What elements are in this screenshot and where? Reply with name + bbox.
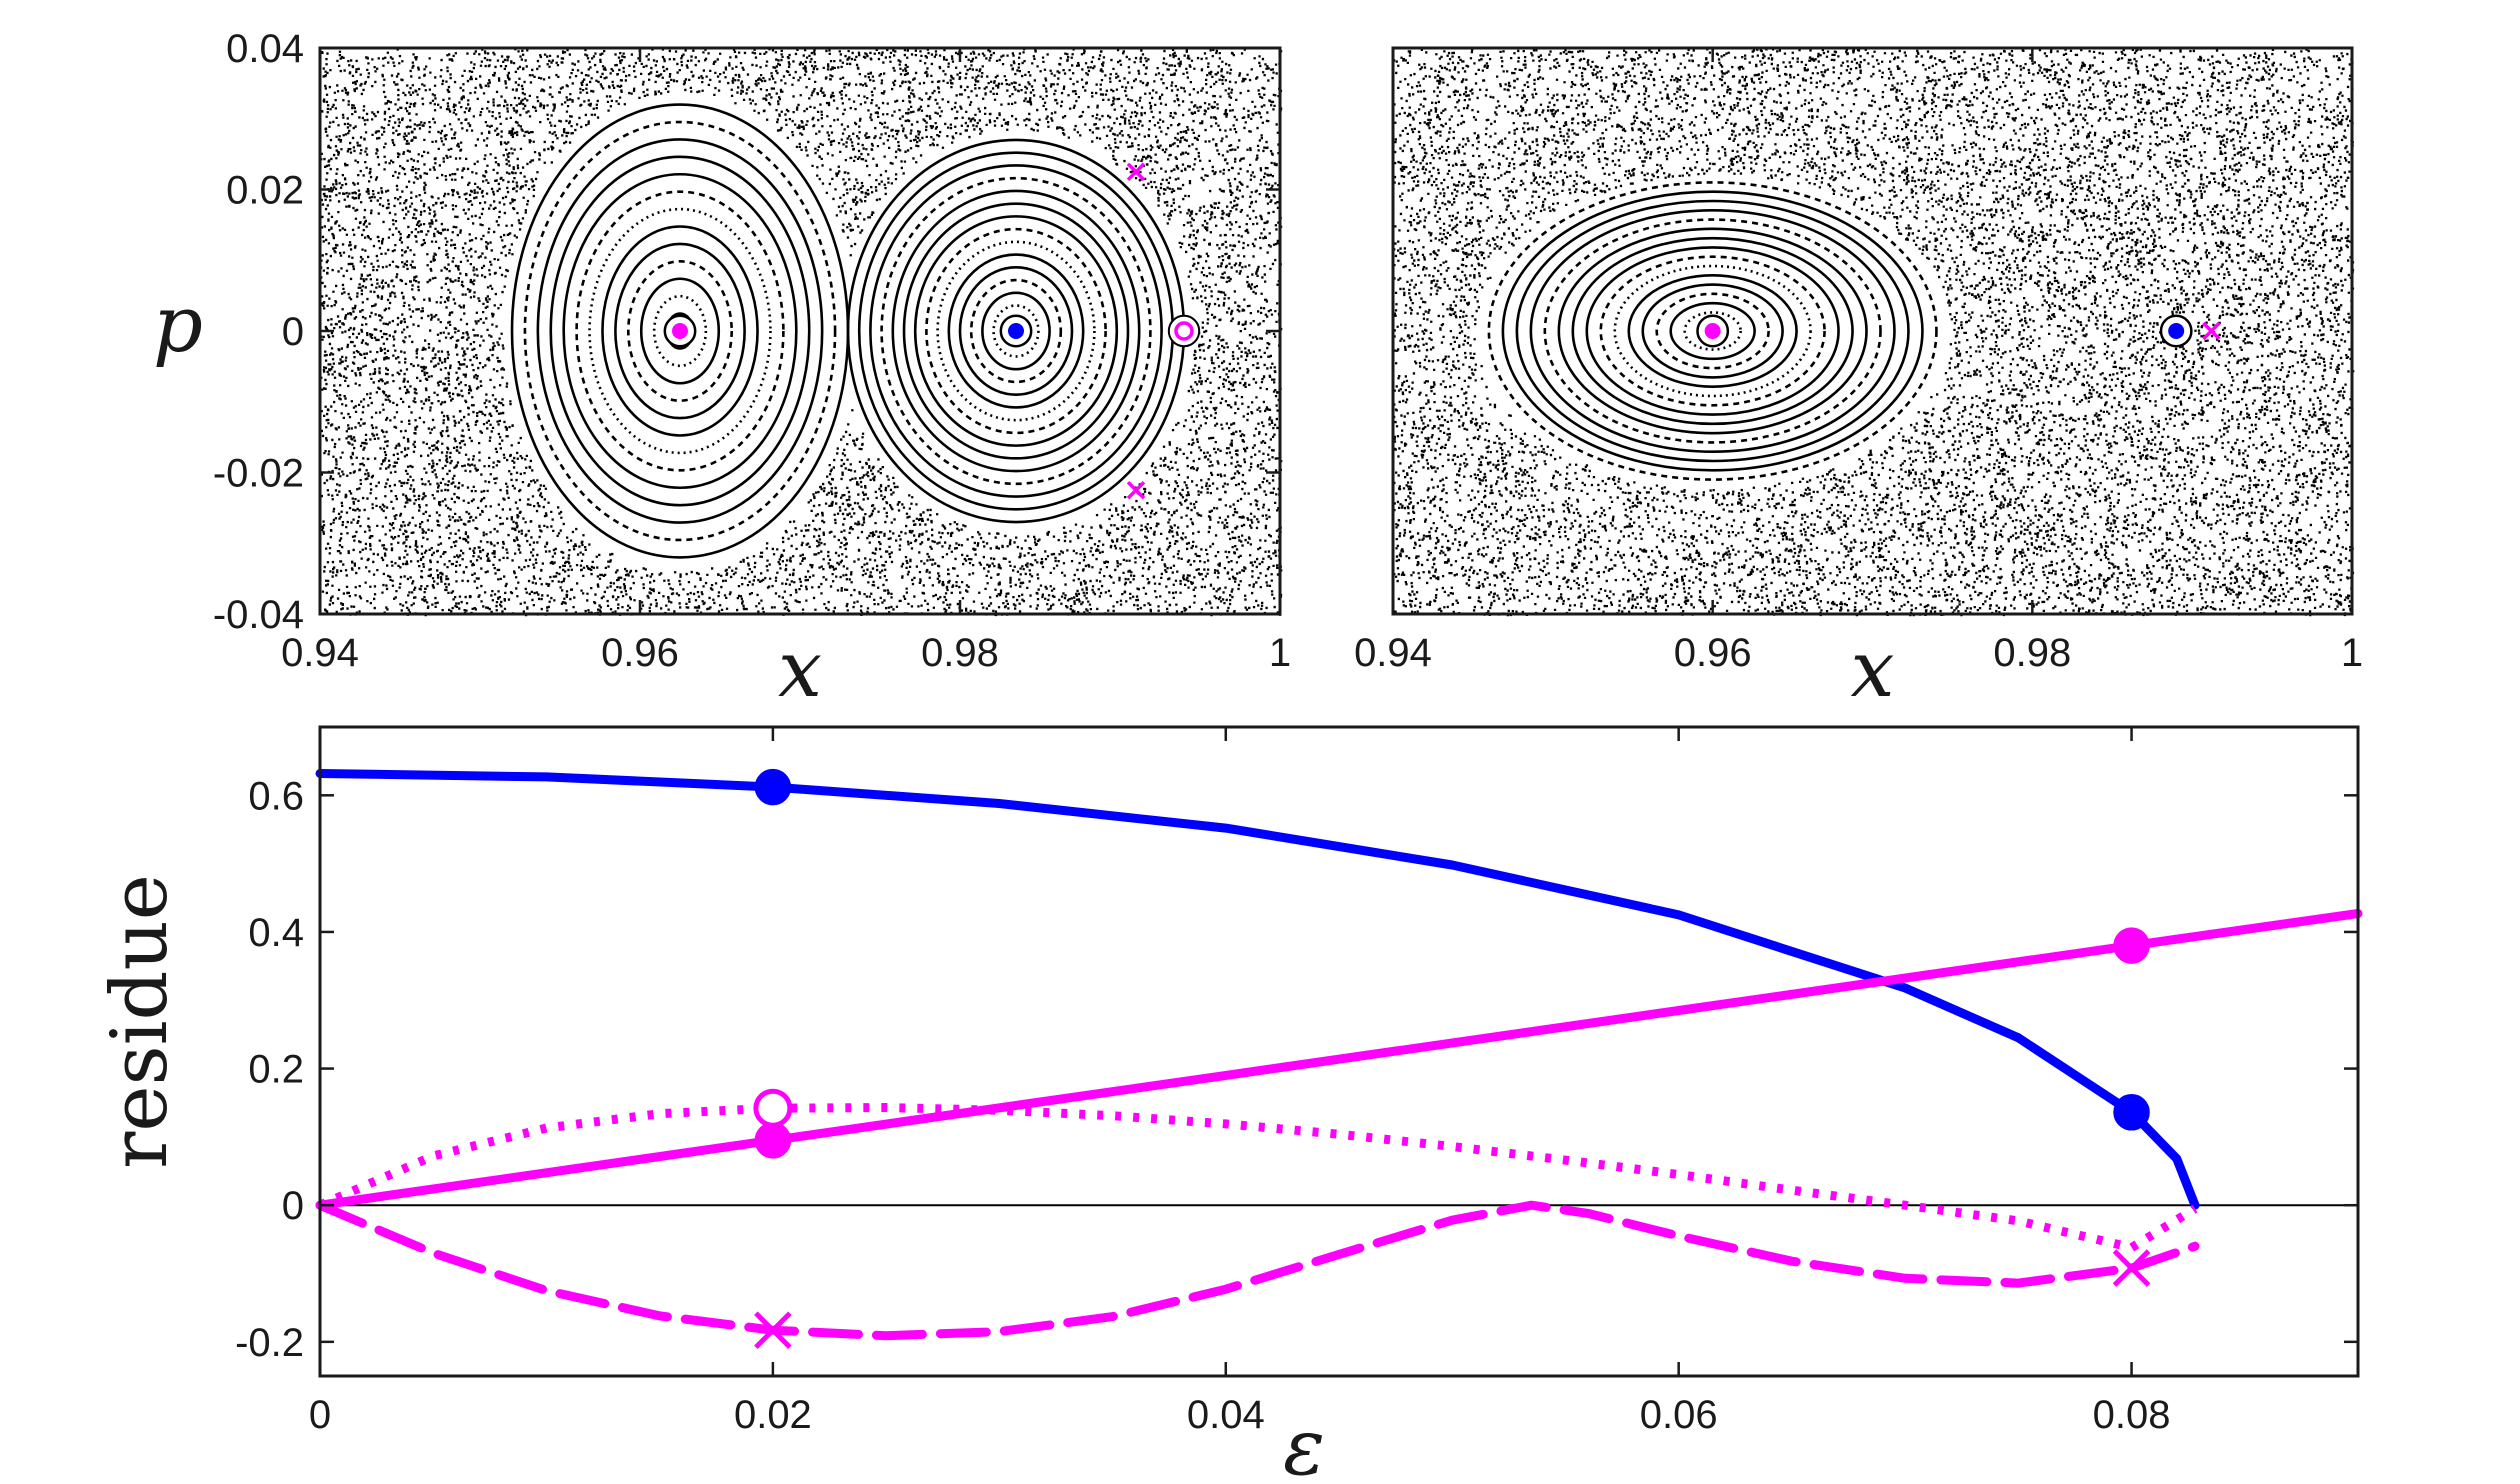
island-orbit [936, 240, 1096, 422]
island-orbit [958, 266, 1074, 396]
island-orbit [1487, 181, 1938, 481]
x-tick-label: 1 [2341, 631, 2363, 675]
x-tick-label: 0 [309, 1393, 331, 1437]
island-orbit [947, 253, 1085, 409]
poincare-panel-right: 0.94 0.96 0.98 1 x [1354, 46, 2363, 715]
island-orbit [1557, 227, 1868, 435]
y-tick-label: -0.02 [213, 452, 304, 496]
magenta-open-circle-marker [753, 1088, 793, 1128]
y-tick-label: 0 [282, 1184, 304, 1228]
island-orbit [1599, 255, 1826, 407]
axes-frame-right [1391, 46, 2354, 616]
fixed-point-markers-left [663, 162, 1201, 500]
island-orbit [652, 294, 708, 368]
island-orbit [639, 277, 721, 385]
island-orbit [869, 164, 1163, 498]
x-tick-label: 0.98 [1993, 631, 2071, 675]
island-curves-left [510, 103, 1186, 559]
x-tick-label: 0.08 [2093, 1393, 2171, 1437]
island-orbit [614, 242, 746, 420]
y-tick-label: 0.02 [226, 169, 304, 213]
blue-filled-dot-marker [754, 768, 792, 806]
island-orbit [562, 172, 798, 490]
x-tick-label: 0.96 [1674, 631, 1752, 675]
island-orbit [1501, 190, 1924, 472]
y-tick-label: 0.04 [226, 27, 304, 71]
x-tick-label: 1 [1269, 631, 1291, 675]
series-magenta-dotted [318, 1103, 2198, 1253]
fixed-point-markers-right [1696, 314, 2221, 348]
magenta-filled-dot-marker [672, 323, 688, 339]
x-tick-label: 0.04 [1187, 1393, 1265, 1437]
island-orbit [891, 189, 1141, 473]
y-tick-label: -0.04 [213, 593, 304, 637]
x-tick-label: 0.06 [1640, 1393, 1718, 1437]
island-orbit [1543, 218, 1882, 444]
residue-markers [753, 768, 2151, 1349]
island-orbit [627, 260, 733, 402]
magenta-filled-dot-marker [2113, 927, 2150, 964]
magenta-x-marker [754, 1311, 792, 1349]
x-tick-label: 0.94 [1354, 631, 1432, 675]
y-tick-label: 0 [282, 310, 304, 354]
y-tick-label: 0.6 [248, 774, 304, 818]
ticks-residue: 0 0.02 0.04 0.06 0.08-0.200.20.40.6 [235, 727, 2358, 1437]
island-orbit [1669, 301, 1756, 361]
island-orbit [1571, 236, 1854, 426]
island-orbit [549, 155, 811, 507]
island-orbit [925, 227, 1107, 435]
island-orbit [913, 215, 1119, 447]
series-magenta-dashed [315, 1200, 2200, 1341]
island-orbit [536, 138, 824, 524]
magenta-filled-dot-marker [754, 1122, 792, 1159]
island-orbit [1641, 283, 1784, 379]
island-orbit [902, 202, 1130, 460]
island-orbit [981, 291, 1051, 371]
y-tick-label: 0.2 [248, 1048, 304, 1092]
island-orbit [1655, 292, 1770, 370]
x-axis-label-right: x [1851, 625, 1895, 715]
x-tick-label: 0.96 [601, 631, 679, 675]
x-tick-label: 0.02 [734, 1393, 812, 1437]
residue-panel: 0 0.02 0.04 0.06 0.08-0.200.20.40.6 ε residu… [95, 725, 2363, 1484]
island-orbit [575, 190, 785, 472]
island-orbit [969, 278, 1063, 384]
x-axis-label-left: x [778, 625, 822, 715]
x-tick-label: 0.94 [281, 631, 359, 675]
island-orbit [1585, 246, 1840, 416]
blue-filled-dot-marker [1008, 323, 1024, 339]
island-orbit [1683, 311, 1742, 351]
island-orbit [880, 176, 1152, 486]
poincare-panel-left: 0.94 0.96 0.98 1 -0.04 -0.02 0 0.02 0.04 x p [153, 27, 1291, 715]
island-orbit [1613, 264, 1812, 398]
magenta-x-marker [1126, 162, 1146, 182]
blue-filled-dot-marker [2168, 323, 2185, 339]
x-tick-label: 0.98 [921, 631, 999, 675]
magenta-x-marker [2112, 1249, 2151, 1287]
ticks-right: 0.94 0.96 0.98 1 [1354, 48, 2363, 675]
magenta-open-circle-marker [1174, 321, 1194, 341]
y-axis-label-left: p [153, 280, 203, 370]
island-orbit [523, 120, 837, 542]
x-axis-label-residue: ε [1283, 1403, 1325, 1484]
y-tick-label: -0.2 [235, 1321, 304, 1365]
magenta-x-marker [2202, 321, 2221, 341]
island-orbit [601, 225, 759, 437]
island-orbit [1515, 199, 1910, 463]
island-orbit [1529, 208, 1896, 454]
y-axis-label-residue: residue [95, 874, 185, 1169]
blue-filled-dot-marker [2113, 1094, 2150, 1131]
island-orbit [1627, 273, 1798, 389]
y-tick-label: 0.4 [248, 911, 304, 955]
island-orbit [588, 207, 772, 455]
axes-frame-residue [318, 725, 2360, 1378]
ticks-left: 0.94 0.96 0.98 1 -0.04 -0.02 0 0.02 0.04 [213, 27, 1291, 675]
island-orbit [992, 304, 1040, 358]
magenta-filled-dot-marker [1704, 323, 1721, 339]
magenta-x-marker [1126, 480, 1146, 500]
series-magenta-linear [315, 909, 2363, 1210]
